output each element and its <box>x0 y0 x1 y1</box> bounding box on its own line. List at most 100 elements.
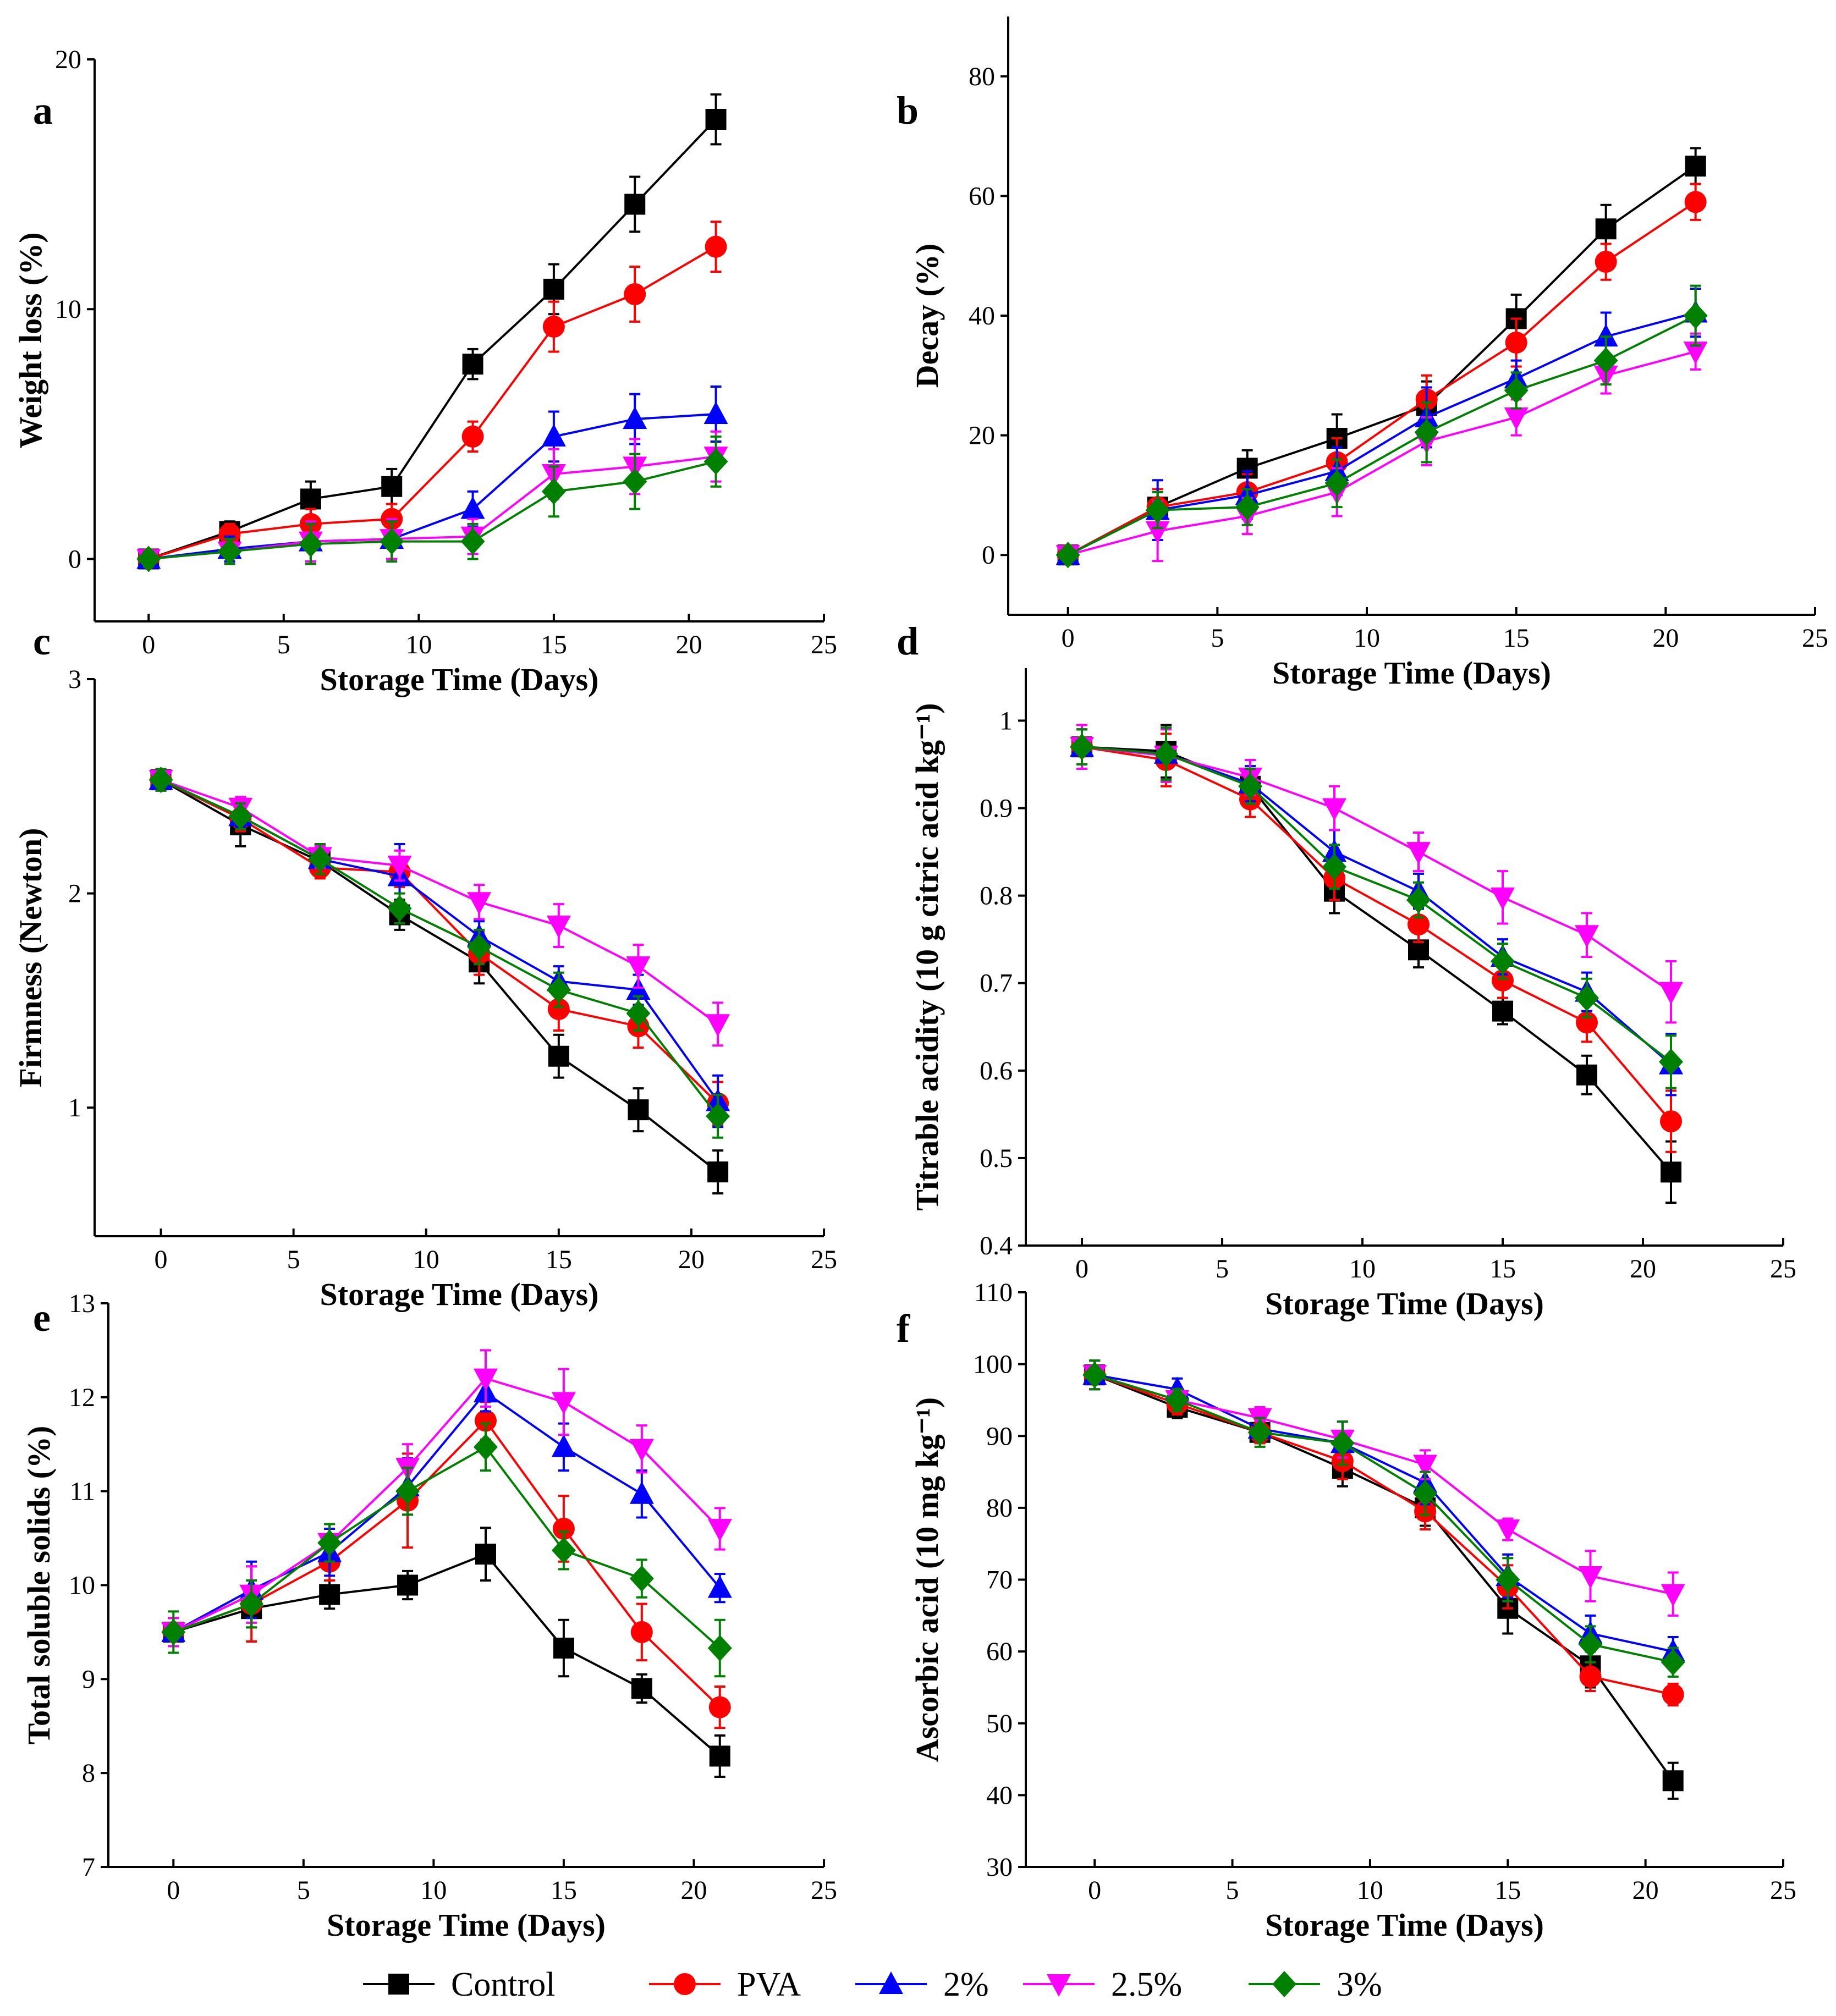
y-tick-label: 10 <box>69 1571 95 1600</box>
x-axis-label: Storage Time (Days) <box>320 1276 599 1312</box>
x-axis-label: Storage Time (Days) <box>1265 1907 1544 1943</box>
data-point <box>553 1637 574 1659</box>
data-point <box>161 1618 186 1645</box>
y-axis-label: Ascorbic acid (10 mg kg⁻¹) <box>909 1397 945 1762</box>
legend: Control PVA 2% 2.5% 3% <box>363 1966 1382 2003</box>
y-tick-label: 12 <box>69 1383 95 1412</box>
data-point <box>551 1434 576 1457</box>
data-point <box>1595 251 1617 273</box>
data-point <box>1056 542 1080 569</box>
data-point <box>381 476 403 497</box>
series-line <box>1094 1374 1674 1696</box>
data-point <box>1496 1566 1520 1593</box>
y-tick-label: 100 <box>973 1350 1013 1379</box>
series-control <box>150 768 729 1195</box>
data-point <box>551 1537 576 1564</box>
legend-label: 2% <box>943 1966 989 2003</box>
data-point <box>705 235 727 258</box>
legend-item-3pct: 3% <box>1249 1966 1382 2003</box>
panel-c: 0 5 10 15 20 25 1 2 3 Storage Time (Days) Firmness… <box>13 619 837 1312</box>
y-tick-label: 60 <box>986 1637 1013 1666</box>
legend-marker <box>388 1974 409 1995</box>
data-point <box>1492 1000 1513 1022</box>
y-tick-label: 0 <box>68 544 81 574</box>
data-point <box>300 488 321 510</box>
data-point <box>467 892 492 915</box>
data-point <box>307 846 332 873</box>
panel-letter: d <box>897 619 919 663</box>
data-point <box>707 1161 729 1183</box>
y-tick-label: 60 <box>969 181 995 211</box>
series-line <box>173 1552 721 1757</box>
series-line <box>160 779 719 1025</box>
data-point <box>1579 1665 1602 1688</box>
y-tick-label: 20 <box>55 45 81 74</box>
x-tick-label: 5 <box>1211 624 1224 653</box>
x-tick-label: 15 <box>1503 624 1530 653</box>
data-point <box>707 1634 732 1661</box>
y-tick-label: 11 <box>70 1477 95 1506</box>
x-axis-label: Storage Time (Days) <box>1265 1286 1544 1321</box>
y-tick-label: 8 <box>82 1759 95 1788</box>
panel-letter: b <box>897 89 919 133</box>
series-line <box>148 245 717 560</box>
data-point <box>551 1392 576 1415</box>
series-3pct <box>1056 284 1708 569</box>
data-point <box>708 1696 731 1718</box>
data-point <box>629 1481 654 1504</box>
panel-b: 0 5 10 15 20 25 0 20 40 60 80 Storage Time (Days) De… <box>897 16 1828 691</box>
data-point <box>1413 1455 1438 1478</box>
data-point <box>1661 1161 1681 1183</box>
y-tick-label: 0.6 <box>980 1056 1013 1086</box>
data-point <box>1593 347 1618 374</box>
series-line <box>160 779 719 1117</box>
data-point <box>1414 419 1439 446</box>
data-point <box>624 283 646 305</box>
panel-letter: c <box>33 619 51 663</box>
data-point <box>705 109 727 130</box>
data-point <box>380 528 404 555</box>
data-point <box>703 401 728 424</box>
y-axis-label: Total soluble solids (%) <box>21 1426 57 1745</box>
legend-item-2-5pct: 2.5% <box>1023 1966 1182 2003</box>
x-tick-label: 0 <box>1088 1876 1101 1905</box>
series-line <box>1067 165 1696 556</box>
panel-e: 0 5 10 15 20 25 7 8 9 10 11 12 13 Storage Time (Days)… <box>21 1289 837 1943</box>
data-point <box>460 528 485 555</box>
data-point <box>1322 798 1346 821</box>
x-tick-label: 10 <box>1349 1254 1376 1284</box>
data-point <box>319 1584 340 1605</box>
data-point <box>1575 984 1599 1011</box>
legend-item-2pct: 2% <box>855 1966 989 2003</box>
series-line <box>173 1391 721 1633</box>
legend-label: 2.5% <box>1111 1966 1182 2003</box>
data-point <box>298 531 323 558</box>
series-3pct <box>1082 1359 1685 1678</box>
legend-marker <box>1272 1971 1296 1997</box>
data-point <box>709 1745 730 1767</box>
x-tick-label: 25 <box>811 1876 837 1905</box>
series-pva <box>1084 1359 1684 1707</box>
legend-item-pva: PVA <box>649 1966 801 2003</box>
series-line <box>1081 746 1672 1063</box>
x-tick-label: 15 <box>546 1245 572 1274</box>
data-point <box>623 406 647 429</box>
data-point <box>1595 218 1617 240</box>
data-point <box>541 478 566 505</box>
x-tick-label: 10 <box>1357 1876 1383 1905</box>
data-point <box>542 316 565 338</box>
data-point <box>317 1529 342 1556</box>
x-tick-label: 25 <box>1802 624 1828 653</box>
y-tick-label: 10 <box>55 295 81 324</box>
data-point <box>1504 377 1529 404</box>
data-point <box>630 1621 653 1643</box>
data-point <box>1322 853 1346 880</box>
data-point <box>1408 913 1430 936</box>
series-control <box>163 1527 730 1778</box>
y-tick-label: 80 <box>969 62 995 91</box>
x-tick-label: 20 <box>1630 1254 1656 1284</box>
series-line <box>1081 746 1672 1122</box>
x-tick-label: 15 <box>541 630 567 659</box>
data-point <box>395 1478 420 1505</box>
x-tick-label: 25 <box>811 1245 837 1274</box>
